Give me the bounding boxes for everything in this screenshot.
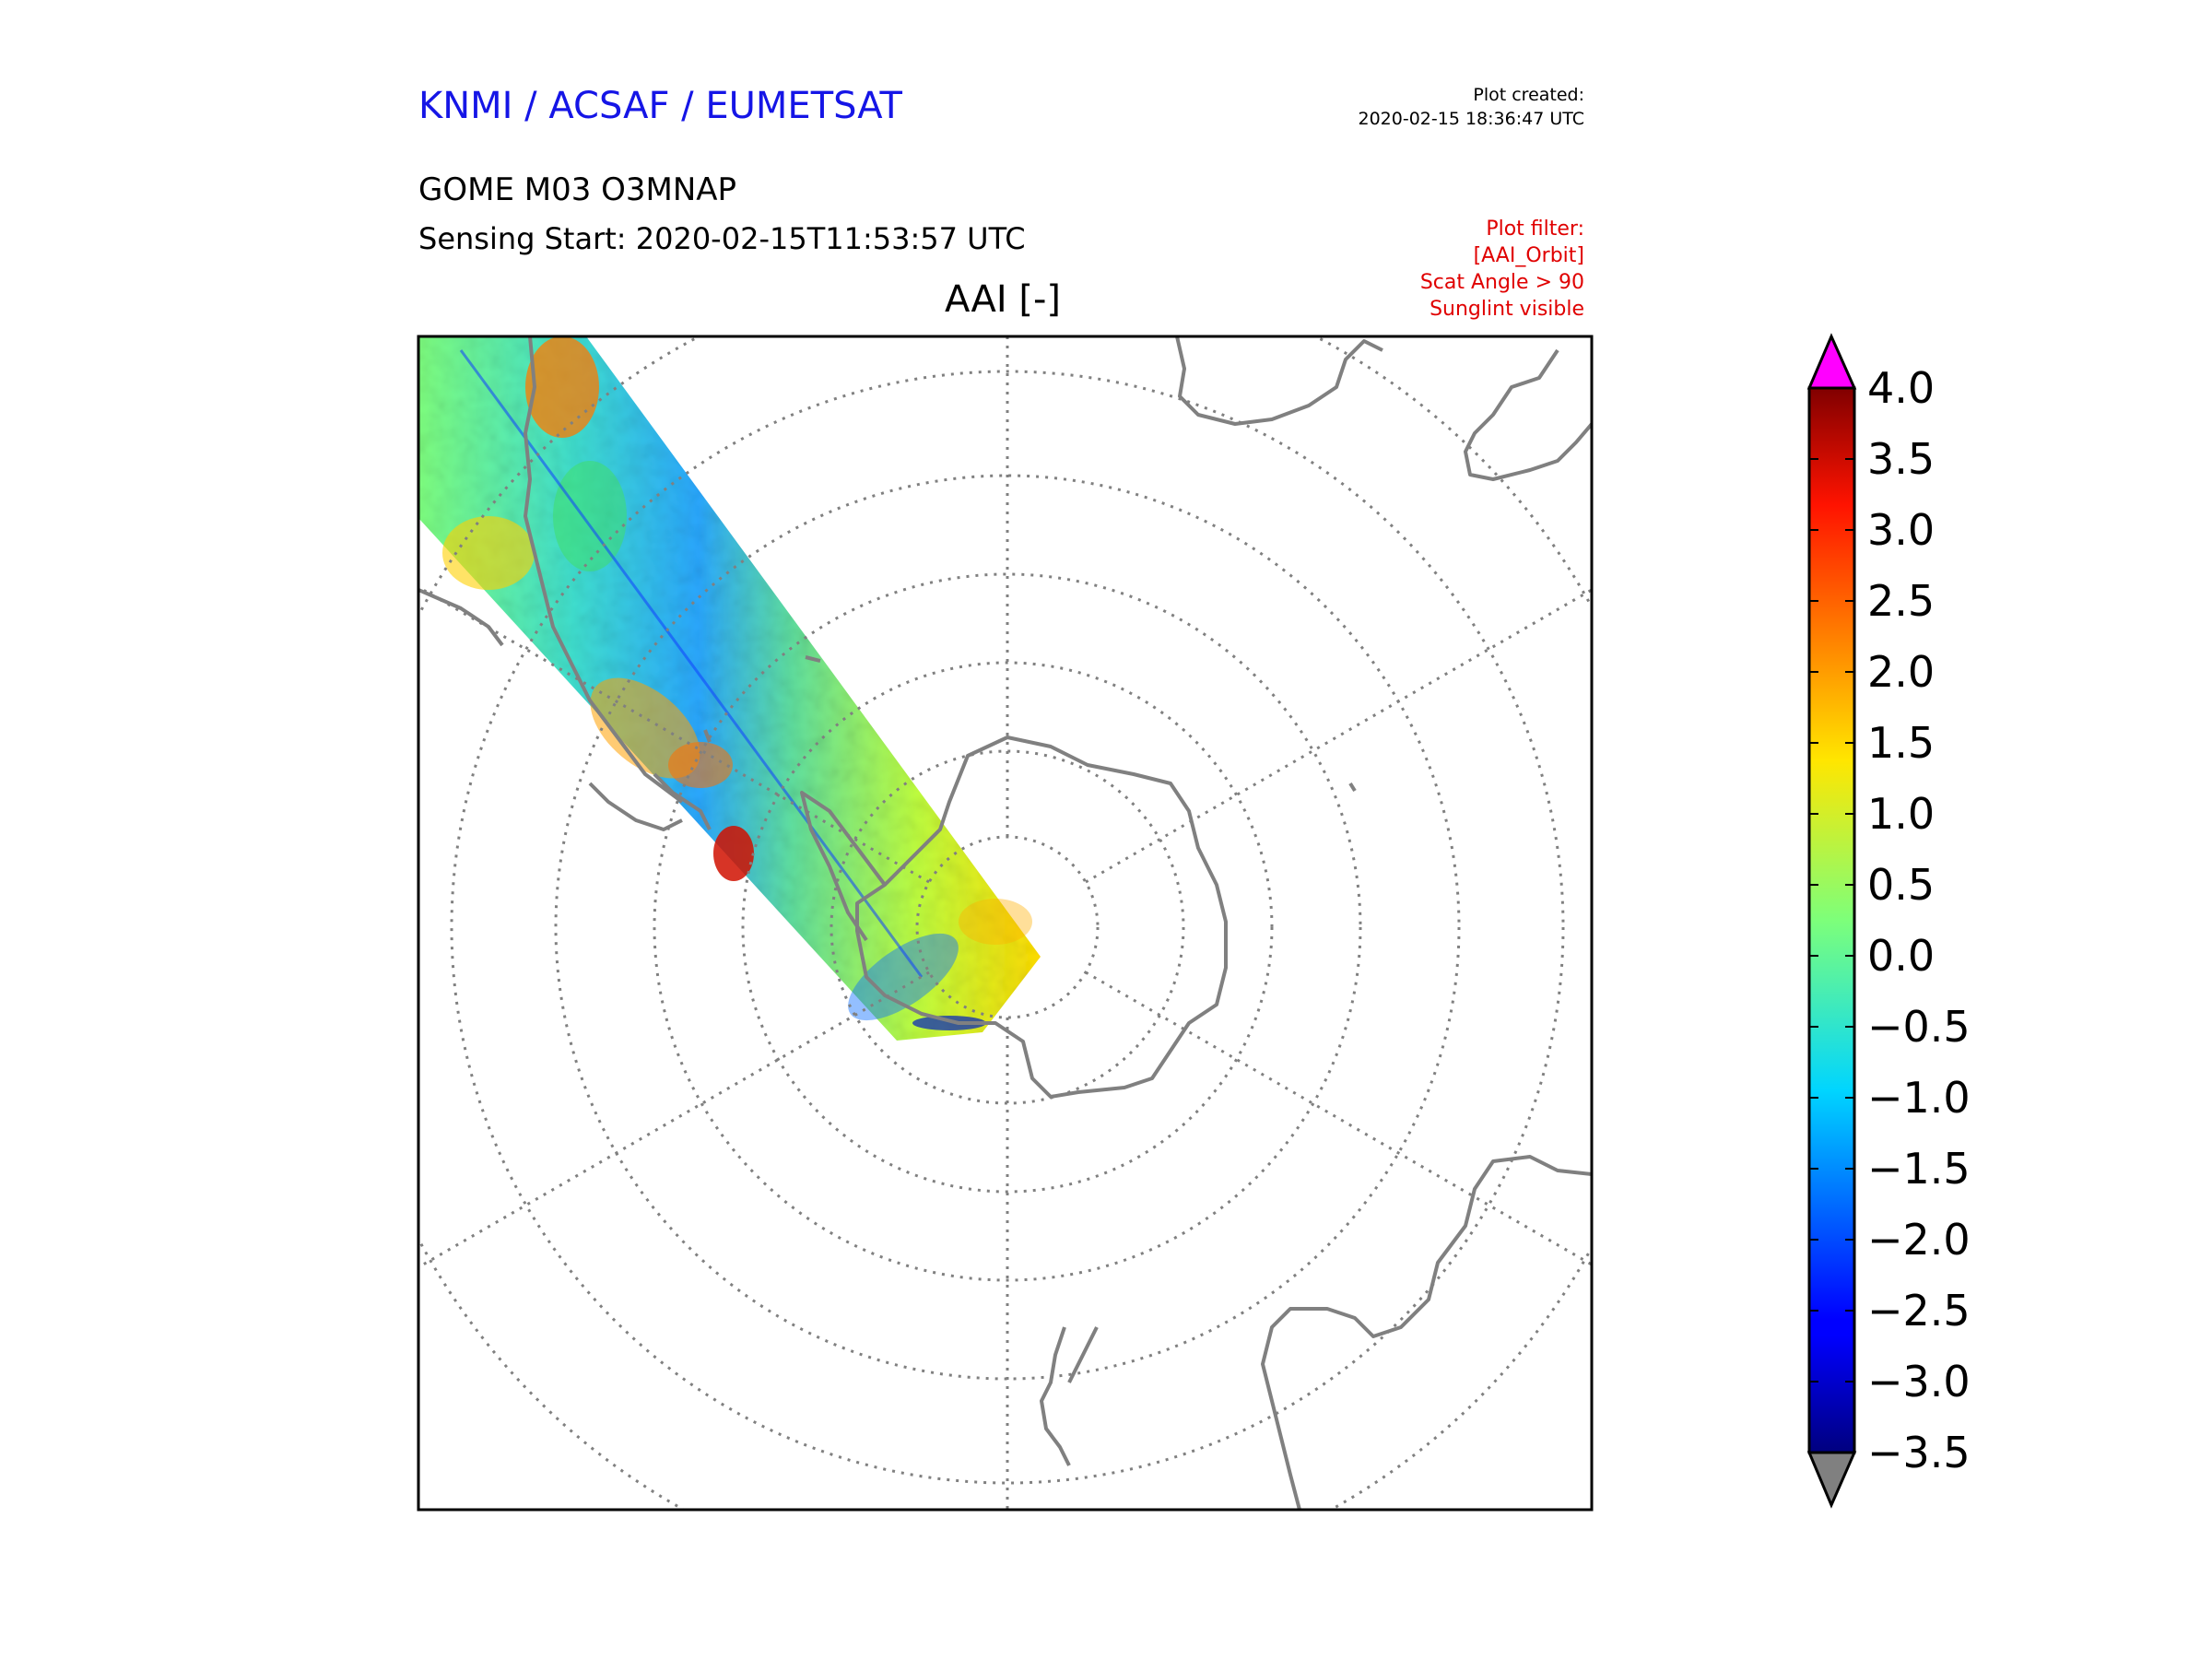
- plot-created-value: 2020-02-15 18:36:47 UTC: [1358, 109, 1585, 129]
- colorbar-tick-label: −1.0: [1867, 1073, 1971, 1123]
- colorbar-under-arrow: [1806, 1451, 1857, 1509]
- sensing-start: Sensing Start: 2020-02-15T11:53:57 UTC: [418, 221, 1026, 256]
- colorbar-tick-label: −3.0: [1867, 1357, 1971, 1406]
- colorbar-tick-label: −3.5: [1867, 1428, 1971, 1477]
- colorbar-tick-label: 2.5: [1867, 576, 1936, 626]
- colorbar-tick-label: 0.5: [1867, 860, 1936, 910]
- colorbar-tick-label: −0.5: [1867, 1002, 1971, 1052]
- colorbar: [1806, 333, 1857, 1509]
- colorbar-gradient: [1809, 388, 1854, 1453]
- colorbar-tick-label: 2.0: [1867, 647, 1936, 697]
- map-content: [418, 336, 1592, 1510]
- plot-filter-note: Plot filter: [AAI_Orbit] Scat Angle > 90…: [1420, 216, 1584, 323]
- colorbar-tick-label: −2.0: [1867, 1215, 1971, 1265]
- colorbar-over-arrow: [1806, 333, 1857, 390]
- colorbar-tick-label: −1.5: [1867, 1144, 1971, 1194]
- product-title: GOME M03 O3MNAP: [418, 171, 737, 208]
- colorbar-tick-label: 1.5: [1867, 718, 1936, 768]
- graticule: [418, 336, 1592, 1510]
- map-frame: [417, 335, 1594, 1512]
- coastlines: [418, 336, 1592, 1510]
- filter-line: [AAI_Orbit]: [1473, 244, 1584, 267]
- colorbar-tick-label: −2.5: [1867, 1286, 1971, 1335]
- colorbar-tick-label: 3.5: [1867, 434, 1936, 484]
- plot-created-note: Plot created: 2020-02-15 18:36:47 UTC: [1359, 83, 1585, 131]
- filter-line: Plot filter:: [1486, 218, 1584, 241]
- plot-created-label: Plot created:: [1473, 85, 1584, 105]
- aai-swath: [418, 336, 1041, 1041]
- map-title: AAI [-]: [945, 278, 1061, 321]
- colorbar-tick-label: 0.0: [1867, 931, 1936, 981]
- colorbar-tick-label: 4.0: [1867, 363, 1936, 413]
- filter-line: Scat Angle > 90: [1419, 271, 1584, 294]
- colorbar-tick-label: 3.0: [1867, 505, 1936, 555]
- filter-line: Sunglint visible: [1430, 298, 1584, 321]
- agency-credit: KNMI / ACSAF / EUMETSAT: [418, 85, 902, 127]
- colorbar-tick-label: 1.0: [1867, 789, 1936, 839]
